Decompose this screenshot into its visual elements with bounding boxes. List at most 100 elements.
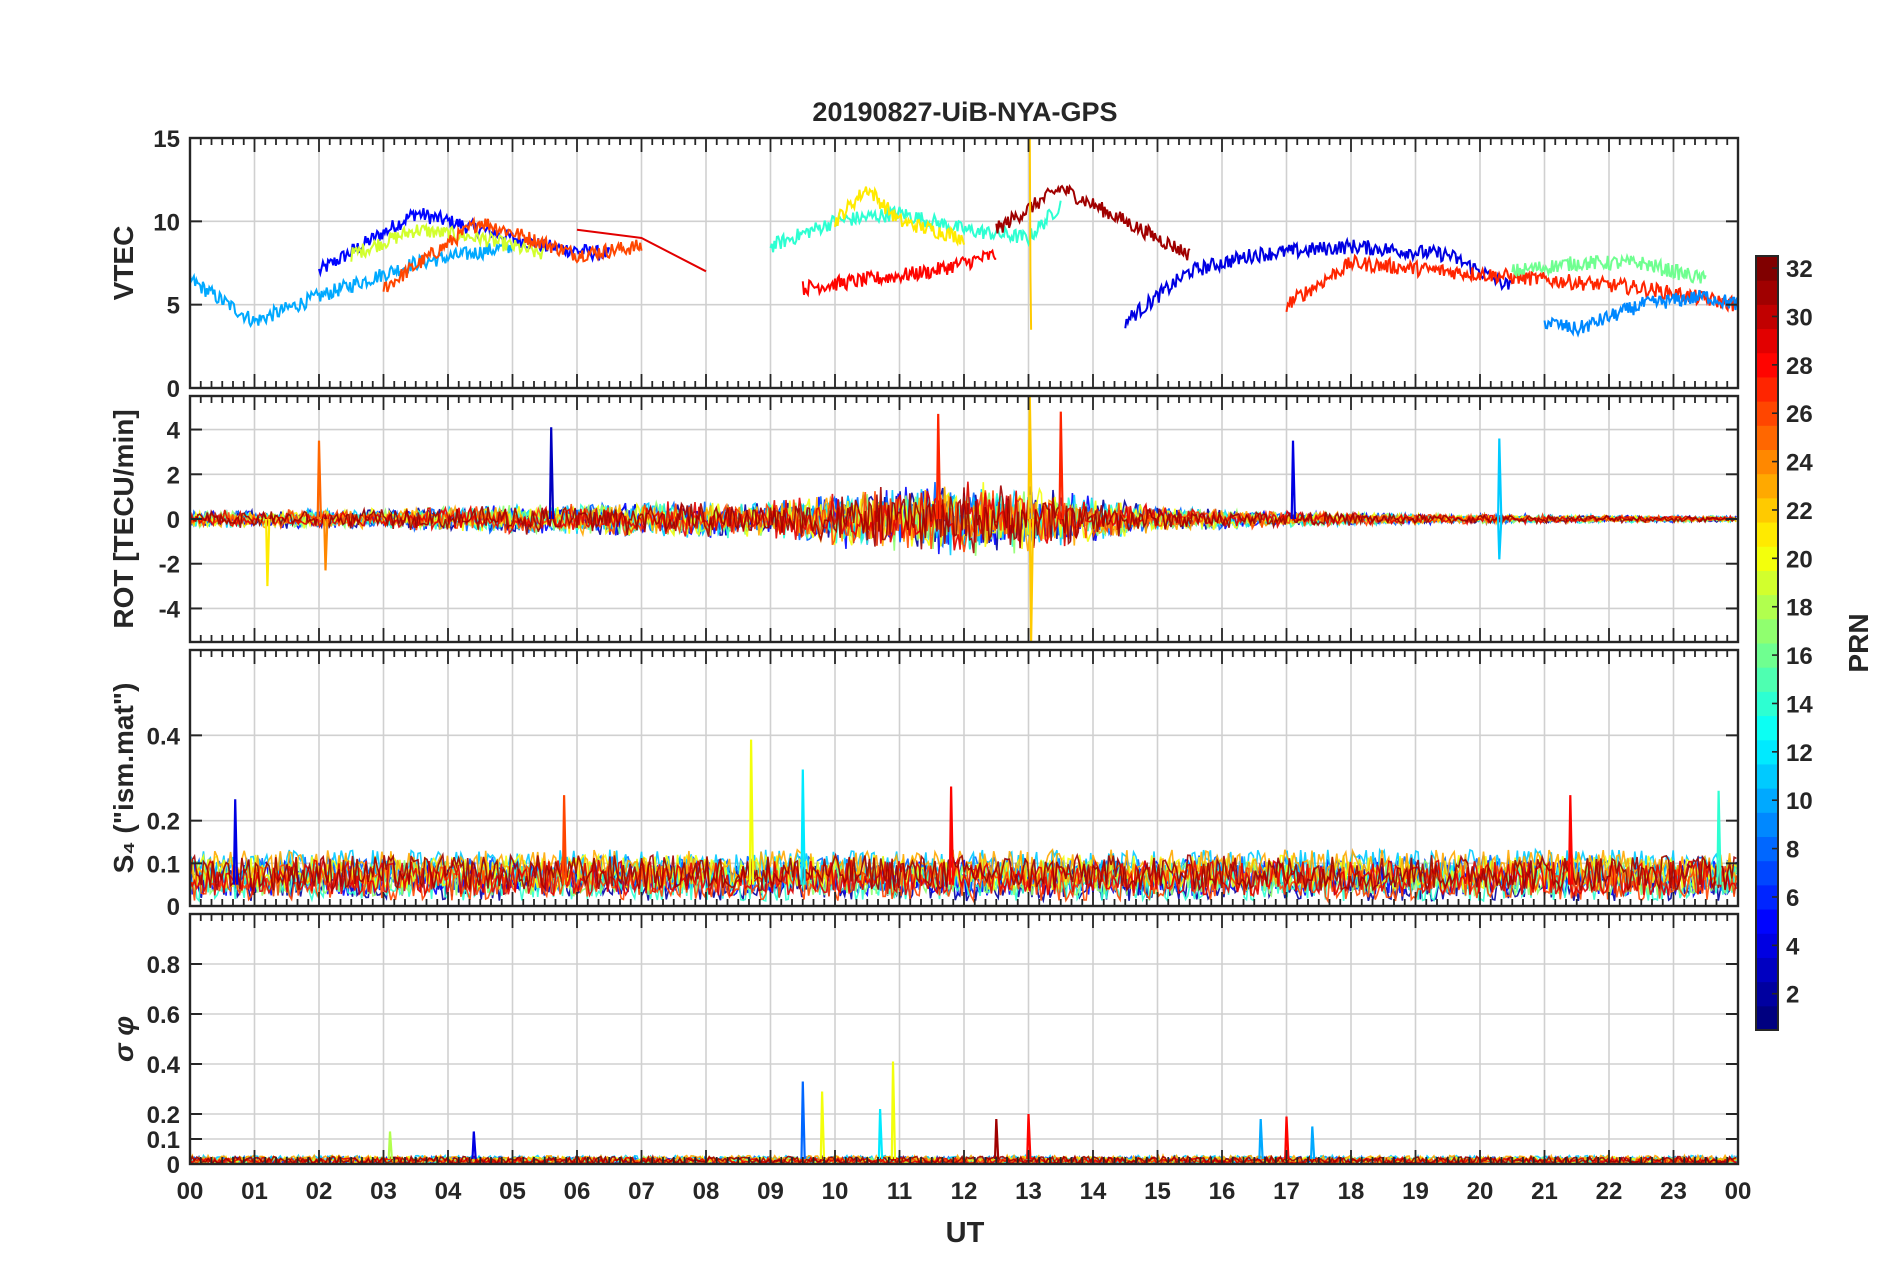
rot-ytick-label: 0 (167, 507, 180, 534)
colorbar-swatch (1756, 618, 1778, 644)
rot-spike-prn-11 (1497, 438, 1503, 520)
colorbar-tick-label: 22 (1786, 498, 1813, 525)
rot-spike-prn-3 (548, 427, 555, 520)
x-axis: 00 01 02 03 04 05 06 07 08 09 10 11 12 13 14 15 16 17 18 19… (177, 1178, 1752, 1205)
colorbar-swatch (1756, 763, 1778, 789)
sigma-phi-spike-prn-10 (1309, 1126, 1316, 1160)
rot-spike-prn-22 (1027, 396, 1033, 520)
vtec-series-prn-16 (1511, 252, 1707, 284)
sigma-phi-spike-prn-12 (877, 1108, 884, 1160)
x-tick-label: 15 (1144, 1178, 1171, 1205)
sigma-phi-grid (189, 914, 1739, 1165)
sigma-phi-spike-prn-28 (1026, 1113, 1032, 1160)
vtec-series-prn-28 (801, 248, 997, 298)
colorbar-swatch (1756, 957, 1778, 983)
sigma-phi-spike-prn-10 (1258, 1118, 1264, 1160)
rot-spike-prn-27 (935, 413, 942, 520)
colorbar-swatch (1756, 884, 1778, 910)
vtec-series-prn-27 (1285, 253, 1738, 313)
colorbar-tick-label: 32 (1786, 256, 1813, 283)
x-tick-label: 23 (1660, 1178, 1687, 1205)
vtec-series-prn-26 (382, 216, 643, 293)
rot-spike-prn-4 (1290, 440, 1296, 520)
x-tick-label: 02 (306, 1178, 333, 1205)
x-tick-label: 20 (1467, 1178, 1494, 1205)
vtec-ytick-label: 15 (153, 126, 180, 153)
s4-spike-prn-26 (561, 795, 568, 885)
s4-ytick-label: 0 (167, 894, 180, 921)
s4-spike-prn-28 (948, 786, 955, 885)
rot-spike-prn-21 (265, 518, 271, 587)
rot-spike-prn-27 (1058, 411, 1064, 520)
colorbar-swatch (1756, 1005, 1778, 1031)
rot-traces (190, 396, 1737, 642)
x-tick-label: 19 (1402, 1178, 1429, 1205)
rot-ytick-label: -4 (159, 596, 181, 623)
colorbar-tick-label: 30 (1786, 304, 1813, 331)
s4-ytick-label: 0.2 (147, 809, 180, 836)
colorbar-swatch (1756, 401, 1778, 426)
colorbar-tick-label: 4 (1786, 933, 1800, 960)
colorbar-swatch (1756, 909, 1778, 934)
sigma-phi-ytick-label: 0 (167, 1152, 180, 1179)
colorbar-swatch (1756, 667, 1778, 692)
colorbar-tick-label: 16 (1786, 643, 1813, 670)
colorbar-swatch (1756, 643, 1778, 668)
colorbar-swatch (1756, 715, 1778, 741)
colorbar-tick-label: 24 (1786, 450, 1813, 477)
x-tick-label: 04 (435, 1178, 462, 1205)
colorbar-swatch (1756, 280, 1778, 305)
x-tick-label: 13 (1015, 1178, 1042, 1205)
sigma-phi-ytick-label: 0.6 (147, 1002, 180, 1029)
colorbar-swatch (1756, 546, 1778, 571)
colorbar-swatch (1756, 570, 1778, 596)
colorbar-tick-label: 20 (1786, 546, 1813, 573)
colorbar-tick-label: 6 (1786, 885, 1799, 912)
rot-minor-ticks (189, 396, 1739, 642)
rot-ylabel: ROT [TECU/min] (108, 409, 139, 628)
colorbar-swatch (1756, 425, 1778, 450)
panel-s4: 0 0.1 0.2 0.4 S₄ ("ism.mat") (108, 648, 1740, 921)
colorbar-frame (1755, 255, 1779, 1031)
x-axis-label: UT (946, 1217, 985, 1249)
colorbar-swatch (1756, 256, 1778, 281)
x-tick-label: 17 (1273, 1178, 1300, 1205)
panel-rot: -4 -2 0 2 4 ROT [TECU/min] (108, 394, 1740, 644)
colorbar-tick-label: 26 (1786, 401, 1813, 428)
rot-spike-prn-22 (1028, 518, 1035, 642)
panel-vtec: 0 5 10 15 VTEC (108, 126, 1740, 403)
vtec-series-prn-19 (350, 222, 545, 262)
colorbar-tick-label: 12 (1786, 740, 1813, 767)
colorbar-swatch (1756, 981, 1778, 1007)
sigma-phi-minor-ticks (189, 914, 1739, 1164)
s4-spike-prn-12 (800, 769, 806, 885)
sigma-phi-spike-prn-20 (819, 1091, 826, 1160)
rot-spike-prn-24 (323, 518, 329, 571)
colorbar-tick-label: 14 (1786, 691, 1813, 718)
sigma-phi-spike-prn-8 (800, 1081, 806, 1160)
colorbar-tick-label: 8 (1786, 837, 1799, 864)
sigma-phi-ytick-label: 0.1 (147, 1127, 180, 1154)
colorbar-swatch (1756, 522, 1778, 547)
vtec-series-prn-21 (834, 185, 965, 247)
sigma-phi-ytick-label: 0.2 (147, 1102, 180, 1129)
vtec-series-prn-14 (769, 200, 1062, 253)
rot-series-prn-31 (190, 485, 1737, 554)
s4-spike-prn-14 (1716, 790, 1722, 885)
vtec-series-prn-4 (1124, 236, 1514, 329)
vtec-series-prn-22 (1028, 138, 1033, 330)
vtec-series-prn-10 (190, 239, 514, 328)
x-tick-label: 06 (564, 1178, 591, 1205)
s4-spike-prn-4 (232, 799, 239, 885)
vtec-traces (190, 138, 1738, 338)
x-tick-label: 05 (499, 1178, 526, 1205)
x-tick-label: 21 (1531, 1178, 1558, 1205)
colorbar-swatch (1756, 376, 1778, 402)
x-tick-label: 18 (1338, 1178, 1365, 1205)
colorbar-tick-label: 18 (1786, 595, 1813, 622)
sigma-phi-spike-prn-4 (471, 1131, 477, 1160)
colorbar-swatch (1756, 473, 1778, 499)
